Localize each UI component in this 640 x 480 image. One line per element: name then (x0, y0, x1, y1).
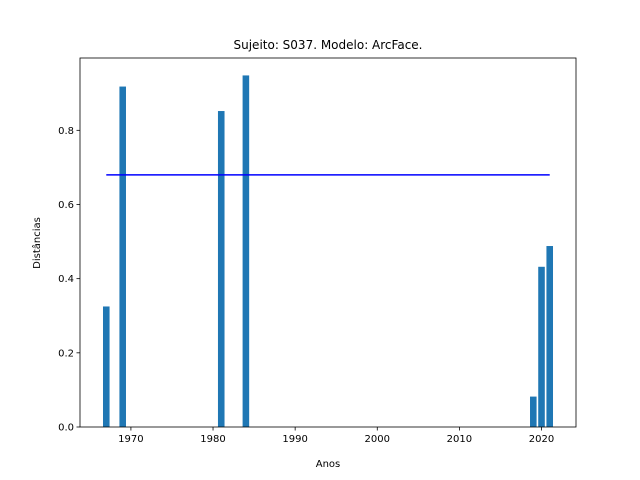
y-tick-label-2: 0.4 (58, 274, 74, 285)
bar-1981 (217, 111, 225, 427)
y-tick-label-1: 0.2 (58, 348, 74, 359)
y-tick-label-3: 0.6 (58, 200, 74, 211)
axes-frame (79, 57, 577, 428)
bar-1967 (102, 306, 110, 427)
bar-1984 (242, 75, 250, 428)
bar-2019 (530, 396, 537, 427)
x-tick-label-1980: 1980 (200, 434, 225, 445)
y-axis-label: Distâncias (31, 217, 43, 269)
chart-title: Sujeito: S037. Modelo: ArcFace. (234, 38, 423, 52)
x-tick-label-2010: 2010 (447, 434, 472, 445)
x-tick-label-2020: 2020 (529, 434, 554, 445)
x-axis-label: Anos (316, 459, 341, 470)
bar-1969 (119, 86, 126, 427)
x-tick-label-1970: 1970 (118, 434, 143, 445)
y-tick-label-0: 0.0 (58, 423, 74, 434)
bar-2021 (546, 246, 554, 427)
axes: 1970 1980 1990 2000 2010 2020 0.0 0.2 0.4 0.6 0.8 (58, 57, 577, 445)
plot-area (102, 75, 554, 428)
bar-2020 (538, 266, 545, 427)
x-tick-label-1990: 1990 (282, 434, 307, 445)
x-tick-label-2000: 2000 (365, 434, 390, 445)
y-tick-label-4: 0.8 (58, 126, 74, 137)
